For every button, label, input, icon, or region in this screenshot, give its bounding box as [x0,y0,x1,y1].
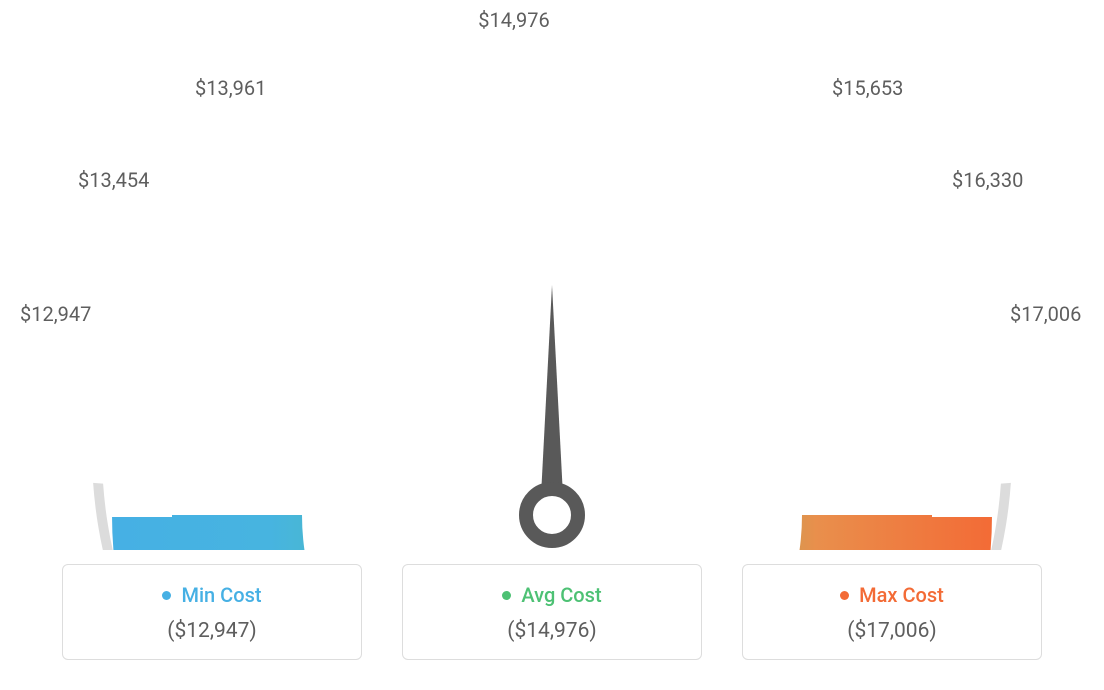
legend-value-avg: ($14,976) [413,619,691,643]
legend-title-min: Min Cost [162,583,261,607]
gauge-needle [526,285,578,541]
gauge-tick-label: $16,330 [952,168,1023,192]
legend-title-avg: Avg Cost [502,583,601,607]
gauge-tick-label: $14,976 [478,8,549,32]
legend-card-max: Max Cost ($17,006) [742,564,1042,660]
legend-value-min: ($12,947) [73,619,351,643]
dot-icon [502,591,511,600]
legend-card-avg: Avg Cost ($14,976) [402,564,702,660]
legend-title-text: Max Cost [859,583,944,607]
dot-icon [840,591,849,600]
legend-title-text: Min Cost [181,583,261,607]
legend-title-max: Max Cost [840,583,944,607]
gauge-tick-label: $13,454 [78,168,149,192]
legend-row: Min Cost ($12,947) Avg Cost ($14,976) Ma… [0,564,1104,660]
gauge-svg [52,30,1052,550]
gauge-tick-label: $15,653 [832,76,903,100]
legend-value-max: ($17,006) [753,619,1031,643]
gauge-tick-label: $12,947 [20,302,91,326]
legend-title-text: Avg Cost [521,583,601,607]
dot-icon [162,591,171,600]
legend-card-min: Min Cost ($12,947) [62,564,362,660]
gauge-chart: $12,947 $13,454 $13,961 $14,976 $15,653 $16,3… [0,0,1104,560]
gauge-tick-label: $13,961 [195,76,266,100]
gauge-tick-label: $17,006 [1010,302,1081,326]
